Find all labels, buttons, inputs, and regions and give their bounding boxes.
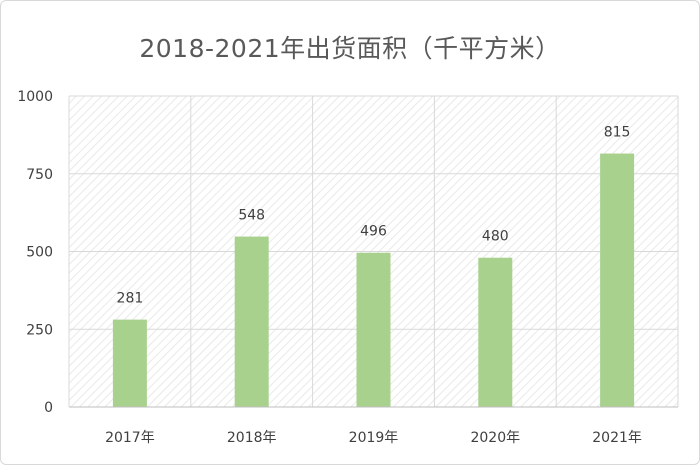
x-tick-label: 2020年 [470,430,520,446]
data-label: 815 [604,125,631,141]
y-tick-label: 0 [44,400,53,416]
data-label: 496 [360,224,387,240]
data-label: 480 [482,229,509,245]
bar [478,257,513,407]
x-tick-label: 2019年 [349,430,399,446]
bar [234,236,269,407]
y-tick-label: 500 [26,245,53,261]
x-tick-label: 2021年 [592,430,642,446]
bar [600,153,635,407]
y-tick-label: 250 [26,322,53,338]
x-tick-label: 2017年 [105,430,155,446]
plot-area: 0 250 500 750 1000 281 2017年 548 2018年 496 2019年 48… [17,89,679,446]
y-tick-label: 750 [26,167,53,183]
bar [356,252,391,407]
y-tick-label: 1000 [17,89,53,105]
data-label: 281 [117,291,144,307]
data-label: 548 [238,208,265,224]
x-tick-label: 2018年 [227,430,277,446]
bar [112,319,147,407]
chart-title: 2018-2021年出货面积（千平方米） [139,34,561,63]
